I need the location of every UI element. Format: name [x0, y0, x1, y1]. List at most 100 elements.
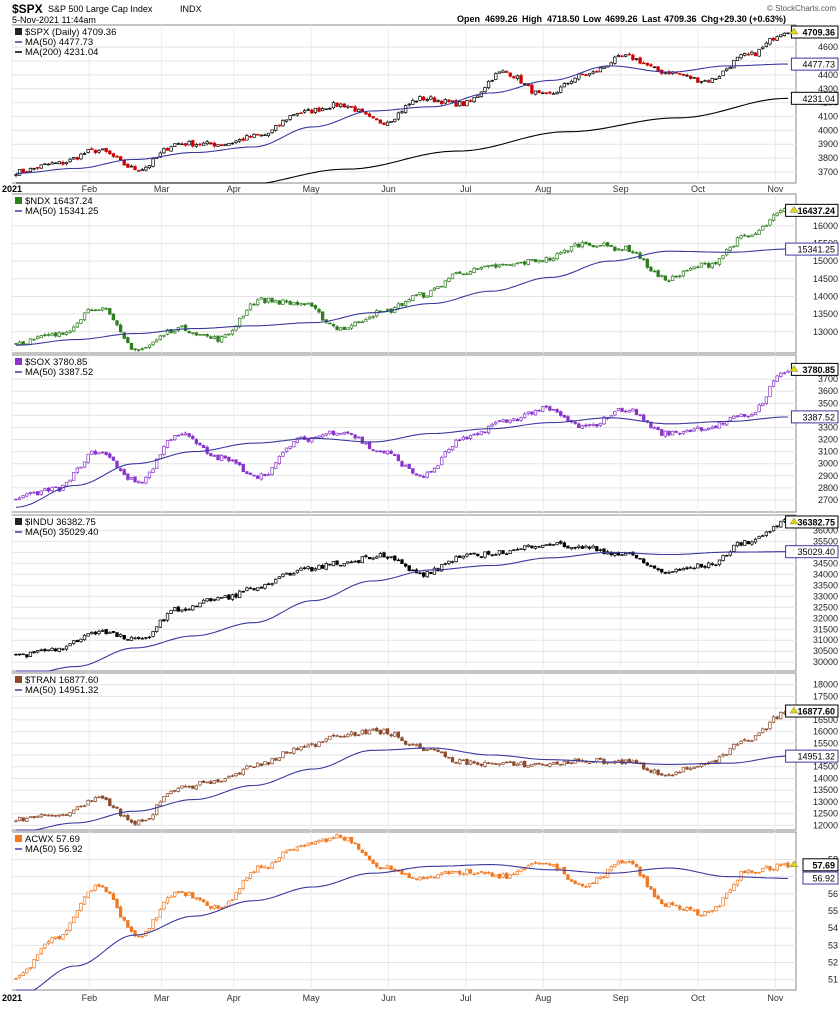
- candle-body: [407, 103, 411, 106]
- candle-body: [371, 449, 375, 451]
- candle-body: [169, 439, 173, 441]
- candle-body: [382, 450, 386, 454]
- candle-body: [35, 650, 40, 653]
- candle-body: [494, 874, 498, 878]
- candle-body: [104, 886, 108, 893]
- candle-body: [100, 451, 105, 454]
- candle-body: [725, 555, 729, 557]
- candle-body: [739, 740, 743, 744]
- candle-body: [541, 862, 545, 865]
- candle-body: [176, 787, 180, 792]
- candle-body: [54, 162, 58, 165]
- y-tick-label: 55: [828, 906, 838, 916]
- candle-body: [144, 476, 148, 484]
- x-tick-label: 2021: [2, 184, 22, 194]
- candle-body: [324, 738, 328, 742]
- candle-body: [739, 542, 743, 546]
- candle-body: [526, 544, 530, 547]
- candle-body: [277, 300, 281, 305]
- candle-body: [465, 553, 469, 557]
- candle-body: [198, 333, 202, 336]
- candle-body: [100, 629, 105, 632]
- candle-body: [82, 634, 87, 641]
- candle-body: [194, 332, 199, 336]
- x-tick-label: Apr: [227, 184, 241, 194]
- candle-body: [519, 868, 523, 872]
- candle-body: [126, 163, 130, 168]
- y-tick-label: 33000: [813, 591, 838, 601]
- candle-body: [411, 743, 415, 746]
- candle-body: [320, 741, 325, 743]
- candle-body: [133, 930, 137, 937]
- candle-body: [313, 305, 318, 309]
- y-tick-label: 15500: [813, 738, 838, 748]
- candle-body: [508, 264, 512, 266]
- candle-body: [227, 594, 231, 600]
- candle-body: [494, 264, 498, 268]
- candle-body: [191, 892, 195, 899]
- candle-body: [483, 551, 487, 558]
- candle-body: [504, 71, 509, 73]
- legend-series: ACWX 57.69: [25, 834, 80, 845]
- candle-body: [266, 583, 271, 585]
- candle-body: [688, 429, 693, 432]
- candle-body: [194, 785, 199, 790]
- candle-body: [339, 735, 343, 738]
- candle-body: [696, 426, 700, 429]
- candle-body: [663, 430, 667, 437]
- candle-body: [613, 410, 617, 416]
- candle-body: [450, 757, 455, 763]
- candle-body: [501, 762, 505, 765]
- candle-body: [281, 451, 285, 457]
- candle-body: [180, 143, 184, 146]
- candle-body: [209, 906, 213, 909]
- candle-body: [678, 568, 682, 571]
- candle-body: [306, 302, 310, 305]
- y-tick-label: 34000: [813, 569, 838, 579]
- candle-body: [353, 560, 357, 563]
- candle-body: [302, 746, 307, 748]
- candle-body: [295, 846, 300, 851]
- candle-body: [667, 902, 671, 908]
- candle-body: [721, 754, 725, 757]
- candle-body: [299, 112, 303, 115]
- candle-body: [396, 559, 401, 562]
- candle-body: [234, 892, 238, 900]
- candle-body: [642, 874, 646, 878]
- candle-body: [263, 584, 267, 589]
- candle-body: [252, 871, 256, 873]
- candle-body: [544, 764, 548, 767]
- candle-body: [306, 438, 310, 442]
- candle-body: [86, 633, 90, 637]
- candle-body: [688, 75, 693, 79]
- candle-body: [346, 561, 350, 564]
- candle-body: [559, 541, 563, 544]
- candle-body: [631, 860, 635, 865]
- candle-body: [259, 134, 263, 137]
- candle-body: [663, 571, 667, 574]
- candle-body: [750, 234, 754, 238]
- candle-body: [126, 473, 130, 480]
- candle-body: [512, 549, 516, 552]
- x-tick-label: Jun: [381, 993, 396, 1003]
- candle-body: [61, 332, 65, 335]
- candle-body: [523, 413, 527, 418]
- panel-frame: [11, 24, 797, 184]
- candle-body: [450, 870, 455, 874]
- candle-body: [728, 66, 732, 70]
- candle-body: [620, 55, 624, 58]
- candle-body: [252, 588, 256, 591]
- y-tick-label: 35500: [813, 536, 838, 546]
- candle-body: [750, 740, 754, 742]
- last-value-tag-box: [802, 858, 839, 872]
- candle-body: [100, 885, 105, 888]
- candle-body: [757, 48, 761, 57]
- candle-body: [681, 270, 686, 277]
- candle-body: [320, 564, 325, 569]
- candle-body: [656, 769, 660, 775]
- header-high: 4718.50: [547, 14, 580, 24]
- candle-body: [252, 766, 256, 768]
- ma-value-tag-box: [785, 545, 839, 559]
- candle-body: [317, 308, 321, 313]
- candle-body: [306, 109, 310, 111]
